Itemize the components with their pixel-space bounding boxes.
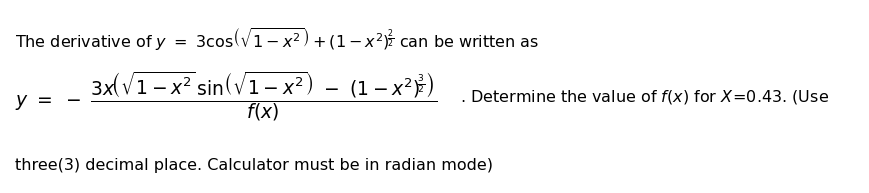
Text: $y\ =\ -\ \dfrac{3x\!\left(\sqrt{1-x^2}\,\sin\!\left(\sqrt{1-x^2}\right)\ -\ \le: $y\ =\ -\ \dfrac{3x\!\left(\sqrt{1-x^2}\… <box>16 69 437 124</box>
Text: three(3) decimal place. Calculator must be in radian mode): three(3) decimal place. Calculator must … <box>16 158 493 173</box>
Text: . Determine the value of $f(x)$ for $X\!=\!0.43$. (Use: . Determine the value of $f(x)$ for $X\!… <box>460 87 828 106</box>
Text: The derivative of $y\ =\ 3\cos\!\left(\sqrt{1-x^2}\right)+ \left(1-x^2\right)^{\: The derivative of $y\ =\ 3\cos\!\left(\s… <box>16 26 539 53</box>
